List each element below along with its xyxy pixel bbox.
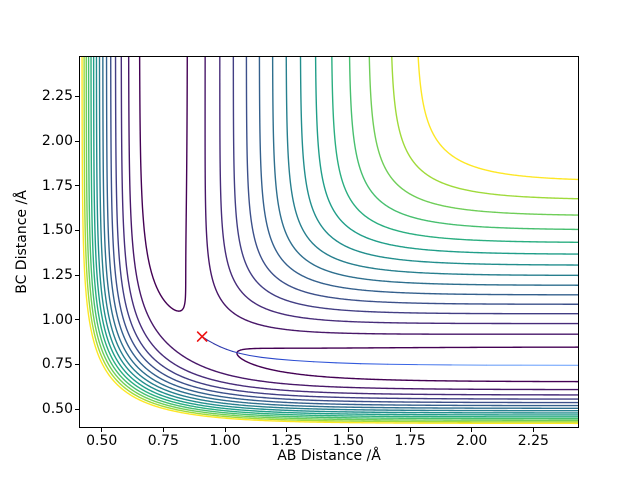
x-tick-mark	[409, 428, 411, 432]
x-tick-label: 2.25	[517, 433, 549, 449]
y-tick-mark	[75, 140, 79, 142]
y-tick-label: 1.50	[41, 222, 73, 239]
y-tick-mark	[75, 363, 79, 365]
y-tick-label: 2.25	[41, 88, 73, 105]
x-tick-label: 0.75	[147, 433, 179, 449]
x-tick-mark	[162, 428, 164, 432]
y-tick-mark	[75, 274, 79, 276]
x-tick-label: 2.00	[456, 433, 488, 449]
y-tick-label: 0.75	[41, 356, 73, 373]
x-tick-label: 1.50	[332, 433, 364, 449]
x-tick-mark	[532, 428, 534, 432]
x-tick-mark	[286, 428, 288, 432]
y-tick-mark	[75, 408, 79, 410]
x-tick-label: 1.75	[394, 433, 426, 449]
x-tick-label: 1.00	[209, 433, 241, 449]
plot-area	[79, 56, 579, 428]
y-tick-label: 2.00	[41, 133, 73, 149]
y-tick-mark	[75, 229, 79, 231]
y-tick-label: 1.25	[41, 267, 73, 284]
x-tick-label: 1.25	[271, 433, 303, 449]
contour-plot-canvas	[80, 57, 578, 427]
x-tick-mark	[347, 428, 349, 432]
y-tick-label: 1.00	[41, 311, 73, 328]
y-tick-mark	[75, 95, 79, 97]
x-tick-label: 0.50	[86, 433, 118, 449]
y-tick-label: 0.50	[41, 401, 73, 418]
y-tick-mark	[75, 185, 79, 187]
x-tick-mark	[101, 428, 103, 432]
y-tick-label: 1.75	[41, 177, 73, 194]
x-axis-label: AB Distance /Å	[277, 448, 381, 464]
x-tick-mark	[224, 428, 226, 432]
y-axis-label: BC Distance /Å	[14, 190, 30, 294]
y-tick-mark	[75, 319, 79, 321]
x-tick-mark	[471, 428, 473, 432]
